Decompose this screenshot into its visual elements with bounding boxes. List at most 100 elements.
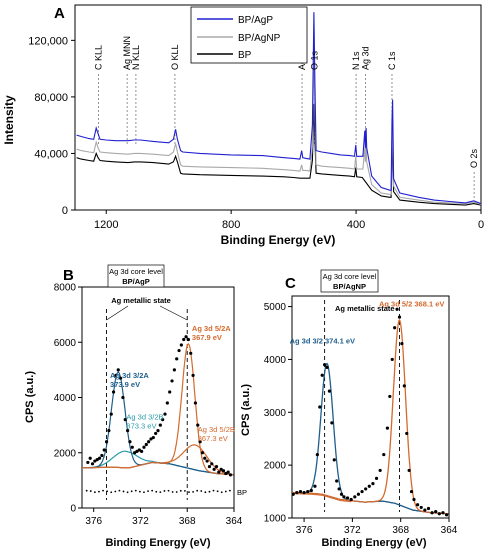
bp-point <box>188 491 190 493</box>
data-point <box>441 511 445 515</box>
y-tick-label: 1000 <box>264 514 287 525</box>
data-point <box>371 482 375 486</box>
data-point <box>88 456 92 460</box>
data-point <box>133 451 137 455</box>
data-point <box>416 503 420 507</box>
peak-annotation: Ag 3d 3/2 374.1 eV <box>290 337 355 346</box>
panel-c-letter: C <box>285 275 296 292</box>
x-tick-label: 1200 <box>94 219 118 231</box>
data-point <box>444 513 449 517</box>
bp-point <box>192 490 194 493</box>
panel-b-header-line2: BP/AgP <box>122 277 150 286</box>
x-tick-label: 372 <box>344 525 361 536</box>
peak-annotation: Ag 3d 5/2A <box>192 324 231 333</box>
background-line-alt <box>292 493 352 503</box>
data-point <box>161 418 165 422</box>
x-tick-label: 368 <box>179 516 196 527</box>
x-tick-label: 376 <box>296 525 313 536</box>
data-point <box>367 484 371 488</box>
data-point <box>330 421 334 425</box>
data-point <box>175 357 179 361</box>
data-point <box>168 390 172 394</box>
data-point <box>364 487 368 491</box>
data-point <box>419 505 423 510</box>
x-tick-label: 372 <box>132 516 149 527</box>
data-point <box>196 423 200 427</box>
bp-point <box>200 490 203 492</box>
panel-b-y-ticks: 0 2000 4000 6000 8000 <box>54 283 82 515</box>
data-point <box>210 462 214 466</box>
data-point <box>345 496 350 500</box>
bp-point <box>212 489 215 492</box>
data-point <box>118 376 123 380</box>
data-point <box>193 401 198 405</box>
panel-c-y-title: CPS (a.u.) <box>240 384 252 436</box>
data-point <box>335 479 339 483</box>
data-point <box>400 341 404 346</box>
fit-component-p52A <box>82 343 234 476</box>
data-point <box>128 440 132 444</box>
data-point <box>151 435 155 440</box>
bp-point <box>224 490 227 493</box>
data-point <box>104 440 109 444</box>
peak-annotation: 367.9 eV <box>192 333 222 342</box>
data-point <box>177 348 181 353</box>
data-point <box>382 452 386 457</box>
data-point <box>154 431 158 436</box>
data-point <box>320 373 324 377</box>
peak-label: O 2s <box>469 148 479 168</box>
x-tick-label: 364 <box>441 525 458 536</box>
data-point <box>434 510 438 514</box>
y-tick-label: 0 <box>62 205 68 217</box>
data-point <box>200 451 205 455</box>
y-tick-label: 0 <box>70 504 76 515</box>
panel-b-metallic-label: Ag metallic state <box>111 296 171 305</box>
data-point <box>393 326 397 330</box>
bp-point <box>98 490 100 493</box>
y-tick-label: 5000 <box>264 302 287 313</box>
bp-point <box>171 491 174 493</box>
panel-a-peak-lines <box>98 74 475 200</box>
data-point <box>360 489 364 494</box>
data-point <box>135 449 139 453</box>
bp-point <box>216 490 219 493</box>
data-point <box>109 412 113 416</box>
panel-a-y-ticks: 0 40,000 80,000 120,000 <box>28 35 75 217</box>
x-tick-label: 368 <box>392 525 409 536</box>
panel-b-y-title: CPS (a.u.) <box>24 371 36 423</box>
data-point <box>121 395 125 400</box>
panel-b-x-title: Binding Energy (eV) <box>105 537 210 549</box>
bp-point <box>143 491 145 494</box>
data-point <box>142 445 146 449</box>
data-point <box>147 440 151 444</box>
data-point <box>412 497 416 502</box>
panel-b-frame <box>81 286 235 509</box>
y-tick-label: 4000 <box>54 393 77 404</box>
data-point <box>342 495 346 499</box>
data-point <box>315 452 319 457</box>
series-line-bp-agp <box>76 12 482 205</box>
data-point <box>93 459 97 463</box>
data-point <box>107 429 111 433</box>
data-point <box>226 470 230 474</box>
data-point <box>349 497 353 502</box>
data-point <box>102 448 106 452</box>
y-tick-label: 80,000 <box>34 92 68 104</box>
bp-point <box>89 490 92 492</box>
data-point <box>214 464 219 469</box>
data-point <box>144 442 148 447</box>
panel-b-header-line1: Ag 3d core level <box>109 267 163 276</box>
series-line-bp-agnp <box>76 54 482 205</box>
data-point <box>191 373 195 377</box>
panel-c-header-line1: Ag 3d core level <box>323 272 377 281</box>
fit-component-p32 <box>292 362 449 515</box>
peak-label: Ag MNN <box>122 36 132 70</box>
panel-c-frame <box>291 295 450 519</box>
bp-point <box>163 490 166 492</box>
bp-point <box>151 489 154 492</box>
fit-component-p52 <box>292 318 449 515</box>
panel-b-header-box <box>107 264 165 288</box>
bp-point <box>114 490 117 493</box>
panel-a-letter: A <box>54 5 65 22</box>
data-point <box>219 467 223 471</box>
